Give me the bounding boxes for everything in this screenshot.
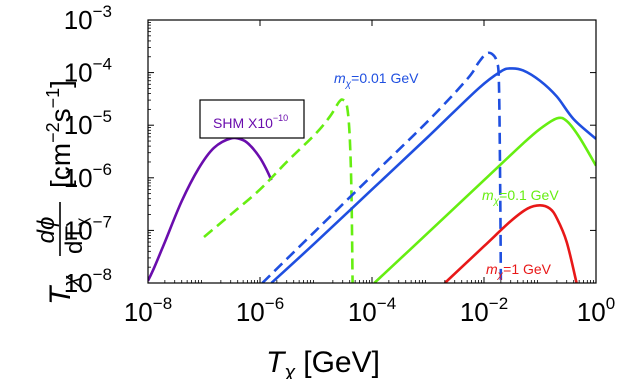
x-axis-unit: [GeV] (303, 346, 380, 379)
series-mchi_0.01_dashed_b (261, 51, 503, 283)
y-axis-prefix-sub: χ (60, 275, 82, 289)
annotation-box (199, 99, 305, 139)
svg-text:[cm−2s−1]: [cm−2s−1] (43, 80, 76, 188)
series-mchi_0.1 (373, 116, 596, 283)
plot-frame (147, 19, 597, 284)
ticks-layer: 10−8 10−6 10−4 10−2 100 10−8 10−7 10−6 10−5 10−4 1… (64, 2, 616, 327)
y-axis-fraction-den: dT (61, 226, 88, 254)
y-axis-unit-exp2: −1 (43, 88, 63, 109)
annotation-label: SHM X10−10 (213, 113, 288, 131)
series-layer (148, 51, 596, 283)
y-tick-label: 10−7 (64, 212, 112, 245)
x-axis-title: Tχ [GeV] (266, 346, 380, 379)
svg-text:Tχ: Tχ (44, 275, 82, 305)
x-tick-label: 10−8 (124, 294, 172, 327)
y-axis-unit-mid: s (45, 108, 76, 122)
y-axis-prefix: T (44, 284, 77, 305)
annotation-label: mχ=0.1 GeV (482, 187, 559, 207)
y-axis-unit-end: ] (45, 80, 76, 88)
annotation-label: mχ=0.01 GeV (334, 70, 419, 90)
series-shm (148, 136, 273, 282)
y-axis-unit-exp1: −2 (43, 122, 63, 143)
y-tick-label: 10−8 (64, 265, 112, 298)
y-axis-fraction-num: dϕ (33, 217, 60, 244)
y-tick-label: 10−6 (64, 160, 112, 193)
series-mchi_1 (443, 204, 578, 283)
x-tick-label: 100 (577, 294, 615, 327)
x-axis-symbol: T (266, 346, 287, 379)
svg-text:dTχ: dTχ (61, 217, 91, 254)
y-axis-title: Tχ dϕ dTχ [cm−2s−1] (33, 80, 91, 305)
x-tick-label: 10−6 (236, 294, 284, 327)
x-tick-label: 10−4 (348, 294, 396, 327)
y-axis-fraction-den-sub: χ (74, 217, 91, 226)
series-mchi_0.01 (270, 67, 596, 283)
x-axis-symbol-sub: χ (282, 362, 296, 379)
y-tick-label: 10−3 (64, 2, 112, 35)
series-mchi_0.01_dashed_a (203, 98, 354, 283)
x-tick-label: 10−2 (460, 294, 508, 327)
annotation-label: mχ=1 GeV (486, 261, 552, 281)
y-tick-label: 10−5 (64, 107, 112, 140)
annotation-layer: SHM X10−10 mχ=0.01 GeV mχ=0.1 GeV mχ=1 GeV (199, 70, 559, 281)
y-tick-label: 10−4 (64, 55, 112, 88)
y-axis-unit: [cm (45, 143, 76, 188)
